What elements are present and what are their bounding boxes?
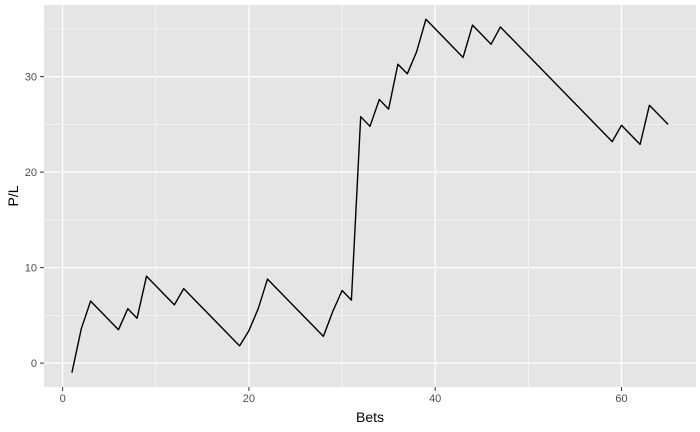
major-gridlines xyxy=(44,5,696,387)
x-tick-label: 40 xyxy=(429,393,441,405)
tick-labels: 0 20 40 60 0 10 20 30 xyxy=(25,72,628,405)
x-tick-label: 20 xyxy=(243,393,255,405)
series-layer xyxy=(71,18,669,373)
series-line xyxy=(71,18,669,373)
y-tick-label: 10 xyxy=(25,263,37,275)
plot-panel xyxy=(44,5,696,387)
y-tick-label: 0 xyxy=(31,358,37,370)
axis-ticks xyxy=(40,76,622,391)
x-tick-label: 60 xyxy=(615,393,627,405)
x-axis-title: Bets xyxy=(356,409,384,425)
y-axis-title: P/L xyxy=(5,185,21,206)
y-tick-label: 20 xyxy=(25,167,37,179)
x-tick-label: 0 xyxy=(60,393,66,405)
y-tick-label: 30 xyxy=(25,72,37,84)
